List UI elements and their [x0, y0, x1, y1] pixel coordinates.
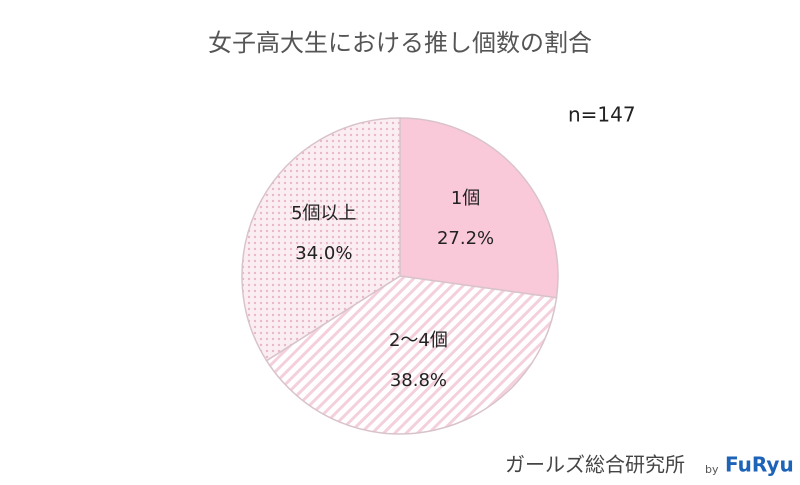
pie	[241, 117, 559, 435]
slice-category: 2～4個	[389, 330, 448, 351]
slice-category: 5個以上	[291, 203, 356, 224]
slice-value: 27.2%	[437, 228, 494, 249]
slice-value: 38.8%	[390, 370, 447, 391]
labels: 1個 27.2% 2～4個 38.8% 5個以上 34.0%	[291, 188, 494, 391]
slice-value: 34.0%	[295, 243, 352, 264]
source-brand: FuRyu	[725, 453, 794, 477]
chart-title: 女子高大生における推し個数の割合	[208, 29, 592, 57]
pie-slice	[399, 117, 559, 299]
pie-slice	[241, 117, 401, 362]
note: n=147	[568, 103, 636, 127]
source-by: by	[705, 463, 719, 476]
source: ガールズ総合研究所	[505, 453, 685, 477]
slice-category: 1個	[451, 188, 480, 209]
